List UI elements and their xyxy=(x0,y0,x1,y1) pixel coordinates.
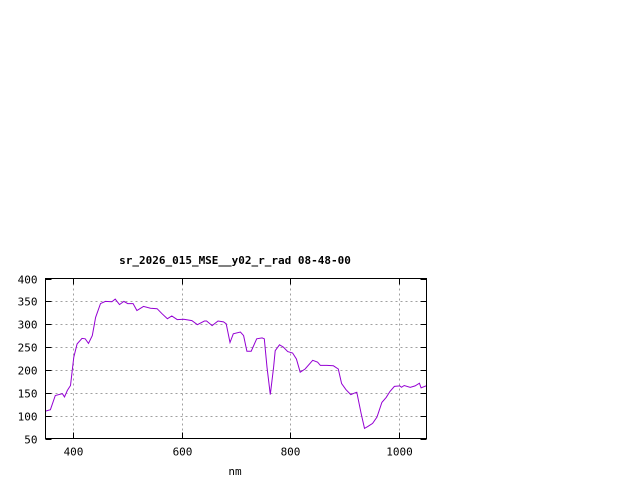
y-tick-label: 200 xyxy=(18,365,38,378)
x-tick-label: 600 xyxy=(173,446,193,459)
plot-frame xyxy=(45,278,427,439)
axis-ticks: 400 600 800 1000 50 100 150 200 250 300 350 400 xyxy=(18,274,427,459)
x-tick-label: 1000 xyxy=(386,446,413,459)
y-tick-label: 400 xyxy=(18,274,38,287)
y-tick-label: 50 xyxy=(24,434,37,447)
y-tick-label: 300 xyxy=(18,319,38,332)
y-tick-label: 250 xyxy=(18,342,38,355)
y-tick-label: 350 xyxy=(18,296,38,309)
x-tick-label: 800 xyxy=(281,446,301,459)
chart-title: sr_2026_015_MSE__y02_r_rad 08-48-00 xyxy=(119,254,351,267)
x-tick-label: 400 xyxy=(64,446,84,459)
x-axis-label: nm xyxy=(228,465,242,478)
y-tick-label: 100 xyxy=(18,411,38,424)
grid xyxy=(45,278,427,439)
y-tick-label: 150 xyxy=(18,388,38,401)
series-line xyxy=(45,298,427,430)
